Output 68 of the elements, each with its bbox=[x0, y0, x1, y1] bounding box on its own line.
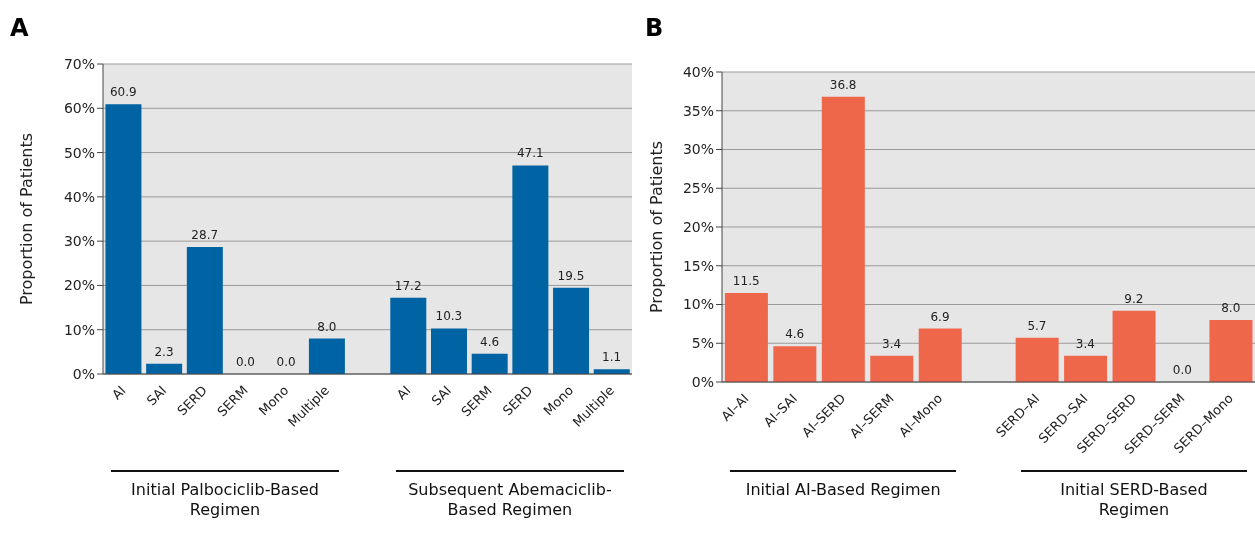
bar bbox=[105, 104, 142, 374]
y-tick-label: 60% bbox=[63, 100, 95, 117]
bar bbox=[186, 246, 223, 374]
x-tick-label: SAI bbox=[143, 382, 170, 409]
y-tick-label: 0% bbox=[691, 373, 714, 390]
data-label: 28.7 bbox=[191, 227, 219, 242]
data-label: 3.4 bbox=[882, 336, 902, 351]
x-tick-label: AI bbox=[393, 382, 414, 403]
data-label: 3.4 bbox=[1075, 336, 1095, 351]
y-tick-label: 20% bbox=[63, 277, 95, 294]
y-tick-label: 20% bbox=[682, 218, 714, 235]
y-tick-label: 15% bbox=[682, 257, 714, 274]
bar bbox=[724, 292, 768, 382]
bar bbox=[821, 96, 865, 382]
data-label: 17.2 bbox=[394, 278, 422, 293]
y-tick-label: 10% bbox=[682, 296, 714, 313]
data-label: 47.1 bbox=[516, 146, 544, 161]
chart-title: A bbox=[10, 14, 29, 42]
data-label: 0.0 bbox=[235, 355, 255, 369]
bar bbox=[1015, 337, 1059, 382]
y-tick-label: 40% bbox=[63, 188, 95, 205]
data-label: 2.3 bbox=[154, 344, 174, 359]
y-axis-title: Proportion of Patients bbox=[16, 132, 36, 306]
y-axis-title: Proportion of Patients bbox=[646, 140, 666, 314]
x-tick-label: AI bbox=[109, 382, 129, 403]
text: Initial SERD-Based Regimen bbox=[1059, 480, 1209, 520]
y-tick-label: 10% bbox=[63, 321, 95, 338]
bar bbox=[390, 297, 427, 374]
text: Initial AI-Based Regimen bbox=[744, 480, 942, 500]
data-label: 60.9 bbox=[109, 85, 137, 100]
bar bbox=[430, 328, 467, 374]
y-tick-label: 25% bbox=[682, 180, 714, 197]
y-tick-label: 35% bbox=[682, 102, 714, 119]
bar bbox=[1064, 355, 1108, 382]
data-label: 8.0 bbox=[1221, 301, 1241, 315]
y-tick-label: 5% bbox=[691, 335, 714, 352]
text: Subsequent Abemaciclib-Based Regimen bbox=[407, 480, 613, 520]
bar bbox=[512, 165, 549, 374]
data-label: 4.6 bbox=[785, 327, 805, 342]
data-label: 11.5 bbox=[732, 273, 760, 288]
y-tick-label: 30% bbox=[682, 141, 714, 158]
bar bbox=[1209, 320, 1253, 382]
data-label: 9.2 bbox=[1124, 291, 1144, 306]
bar bbox=[308, 338, 345, 374]
text: Initial Palbociclib-Based Regimen bbox=[130, 480, 320, 520]
data-label: 19.5 bbox=[557, 268, 585, 283]
data-label: 36.8 bbox=[829, 77, 857, 92]
y-tick-label: 0% bbox=[72, 365, 95, 382]
data-label: 4.6 bbox=[480, 334, 500, 349]
y-tick-label: 70% bbox=[63, 55, 95, 72]
y-tick-label: 50% bbox=[63, 144, 95, 161]
data-label: 8.0 bbox=[317, 319, 337, 334]
bar bbox=[553, 287, 590, 374]
data-label: 0.0 bbox=[276, 355, 296, 369]
y-tick-label: 40% bbox=[682, 63, 714, 80]
data-label: 0.0 bbox=[1172, 363, 1192, 377]
bar bbox=[918, 328, 962, 382]
x-tick-label: SAI bbox=[428, 382, 455, 409]
bar bbox=[1112, 310, 1156, 382]
data-label: 10.3 bbox=[435, 309, 463, 324]
bar bbox=[870, 355, 914, 382]
data-label: 5.7 bbox=[1027, 318, 1047, 333]
data-label: 6.9 bbox=[930, 309, 950, 324]
chart-title: B bbox=[645, 14, 664, 42]
bar bbox=[471, 353, 508, 374]
data-label: 1.1 bbox=[602, 350, 622, 365]
y-tick-label: 30% bbox=[63, 233, 95, 250]
bar bbox=[773, 346, 817, 382]
